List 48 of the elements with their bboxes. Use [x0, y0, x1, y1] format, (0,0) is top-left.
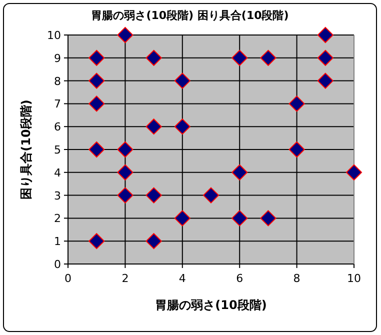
x-axis-title: 胃腸の弱さ(10段階): [155, 298, 267, 312]
point: [88, 233, 105, 250]
y-tick-label: 5: [54, 144, 61, 156]
point: [88, 72, 105, 89]
y-tick-label: 6: [54, 120, 61, 134]
point: [174, 118, 190, 135]
point: [117, 164, 134, 180]
point: [288, 142, 305, 158]
y-tick-label: 4: [54, 166, 61, 180]
point: [260, 210, 276, 226]
point: [232, 210, 248, 226]
chart-title: 胃腸の弱さ(10段階) 困り具合(10段階): [91, 9, 289, 22]
y-tick-label: 0: [54, 258, 61, 271]
x-tick-label: 6: [236, 272, 244, 285]
x-tick-label: 8: [293, 272, 300, 285]
y-tick-label: 8: [54, 74, 61, 88]
point: [146, 233, 162, 250]
x-tick-label: 10: [347, 272, 361, 285]
point: [288, 96, 305, 112]
x-tick-label: 2: [122, 272, 129, 285]
x-tick-label: 4: [178, 272, 186, 285]
point: [117, 142, 134, 158]
x-tick-label: 0: [64, 272, 72, 285]
y-tick-label: 9: [54, 52, 61, 65]
y-tick-label: 10: [47, 29, 61, 42]
y-tick-label: 3: [54, 189, 61, 202]
point: [317, 50, 334, 66]
point: [117, 27, 134, 43]
point: [317, 27, 334, 43]
point: [260, 50, 276, 66]
point: [146, 118, 162, 135]
point: [232, 50, 248, 66]
y-tick-label: 2: [54, 212, 61, 226]
y-tick-label: 1: [54, 235, 61, 248]
point: [203, 187, 219, 204]
point: [88, 142, 105, 158]
y-axis-title: 困り具合(10段階): [19, 100, 33, 200]
point: [346, 164, 362, 180]
point: [232, 164, 248, 180]
y-tick-label: 7: [54, 98, 61, 111]
point: [117, 187, 134, 204]
point: [88, 96, 105, 112]
point: [317, 72, 334, 89]
point: [88, 50, 105, 66]
point: [146, 187, 162, 204]
point: [174, 210, 190, 226]
point: [174, 72, 190, 89]
point: [146, 50, 162, 66]
